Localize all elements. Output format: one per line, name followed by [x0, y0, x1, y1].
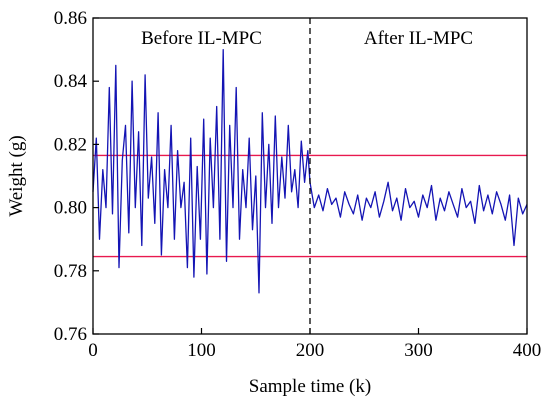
y-axis-ticks: 0.76 0.78 0.80 0.82 0.84 0.86	[54, 8, 99, 345]
annotation-before: Before IL-MPC	[141, 28, 262, 49]
x-tick-label: 100	[187, 340, 216, 361]
y-tick-label: 0.82	[54, 134, 87, 155]
limit-lines	[93, 154, 527, 258]
y-axis-title: Weight (g)	[6, 135, 27, 216]
series-layer	[92, 48, 528, 294]
y-tick-label: 0.86	[54, 8, 87, 29]
annotation-after: After IL-MPC	[364, 28, 473, 49]
y-tick-label: 0.84	[54, 71, 88, 92]
x-axis-ticks: 0 100 200 300 400	[88, 328, 541, 361]
y-tick-label: 0.78	[54, 261, 87, 282]
y-tick-label: 0.76	[54, 324, 87, 345]
x-tick-label: 300	[404, 340, 433, 361]
x-tick-label: 400	[513, 340, 542, 361]
weight-series-line	[92, 48, 528, 294]
x-tick-label: 200	[296, 340, 325, 361]
x-tick-label: 0	[88, 340, 98, 361]
x-axis-title: Sample time (k)	[249, 376, 371, 397]
y-tick-label: 0.80	[54, 198, 87, 219]
